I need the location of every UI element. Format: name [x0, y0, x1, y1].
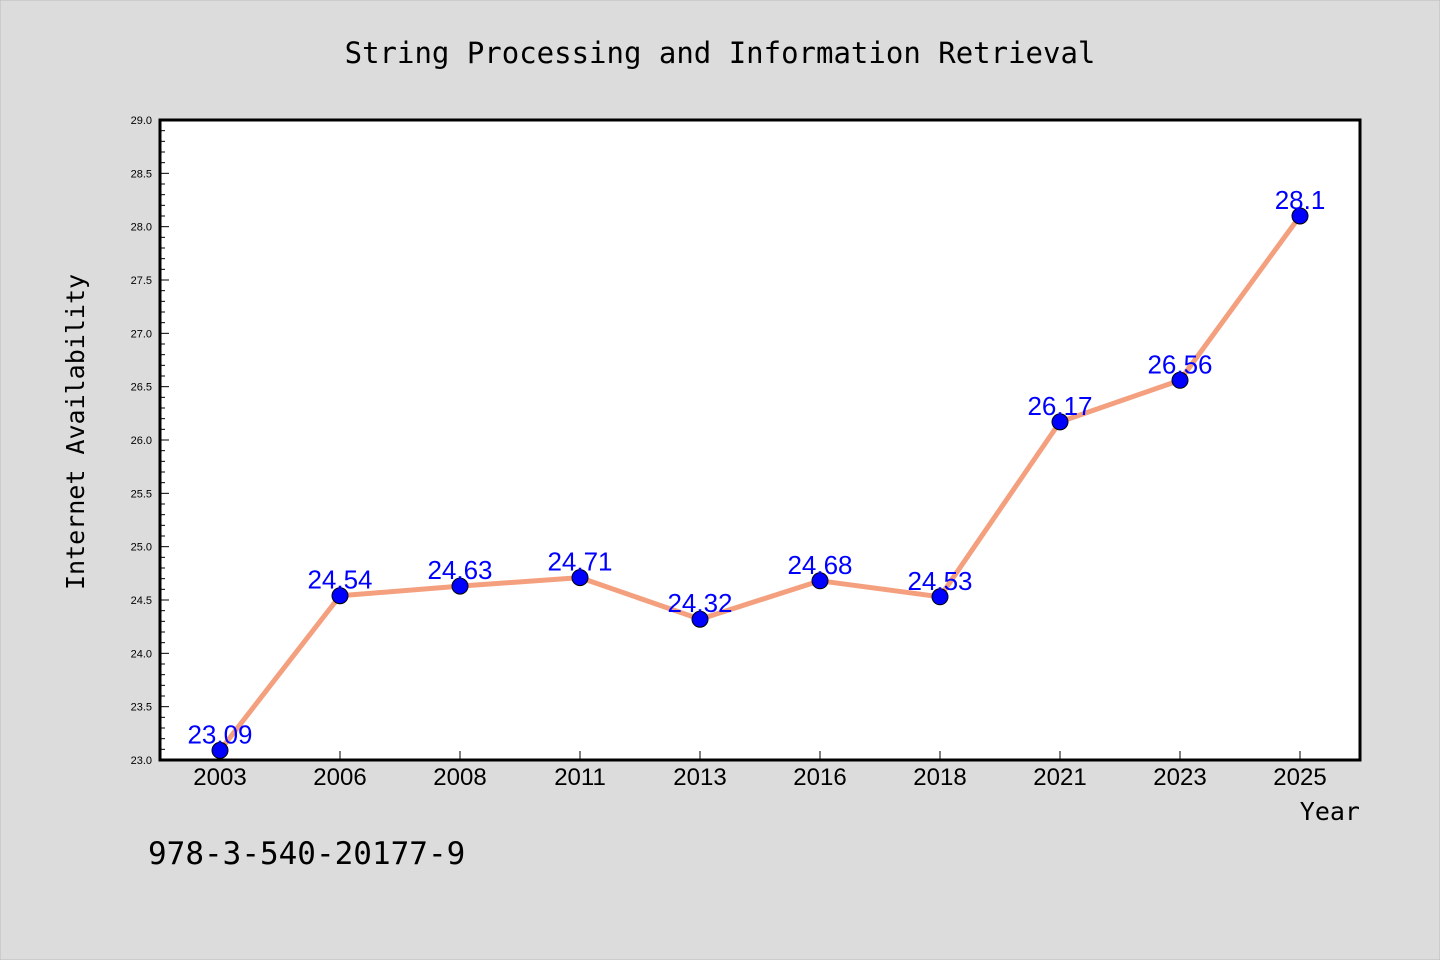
x-tick-label: 2008 [433, 764, 486, 791]
x-tick-label: 2023 [1153, 764, 1206, 791]
data-label: 24.53 [907, 566, 972, 596]
data-point [451, 577, 469, 595]
data-label: 26.56 [1147, 349, 1212, 379]
data-label: 23.09 [187, 719, 252, 749]
y-tick-label: 25.0 [131, 542, 152, 554]
data-label: 24.32 [667, 588, 732, 618]
x-tick-label: 2003 [193, 764, 246, 791]
series-layer: 23.09 24.54 24.63 24.71 24.32 24.68 24.53 26.17… [187, 185, 1326, 759]
x-axis: 2003 2006 2008 2011 2013 2016 2018 2021 2023 2025 [193, 751, 1327, 791]
data-point [331, 587, 349, 605]
y-tick-label: 29.0 [131, 115, 152, 127]
data-label: 24.71 [547, 547, 612, 577]
plot-area [158, 118, 1362, 762]
data-point [691, 610, 709, 628]
x-tick-label: 2018 [913, 764, 966, 791]
y-tick-label: 28.5 [131, 168, 152, 180]
data-point [1051, 413, 1069, 431]
data-point [1171, 371, 1189, 389]
y-tick-label: 25.5 [131, 488, 152, 500]
data-point [931, 588, 949, 606]
chart-title: String Processing and Information Retrie… [345, 36, 1096, 70]
y-tick-label: 27.5 [131, 275, 152, 287]
data-label: 24.68 [787, 550, 852, 580]
data-point [1291, 207, 1309, 225]
footnote-isbn: 978-3-540-20177-9 [148, 836, 465, 872]
x-tick-label: 2006 [313, 764, 366, 791]
x-tick-label: 2013 [673, 764, 726, 791]
y-tick-label: 24.0 [131, 648, 152, 660]
y-tick-label: 24.5 [131, 595, 152, 607]
y-tick-label: 26.0 [131, 435, 152, 447]
x-tick-label: 2011 [554, 764, 606, 791]
data-point [571, 569, 589, 587]
data-point [211, 741, 229, 759]
y-tick-label: 23.5 [131, 702, 152, 714]
data-point [811, 572, 829, 590]
x-axis-label: Year [1300, 797, 1360, 826]
x-tick-label: 2021 [1033, 764, 1086, 791]
data-label: 26.17 [1027, 391, 1092, 421]
y-axis: 23.0 23.5 24.0 24.5 25.0 25.5 26.0 26.5 27.0 27.5… [131, 115, 169, 767]
series-line [217, 213, 1303, 753]
x-tick-label: 2016 [793, 764, 846, 791]
y-tick-label: 26.5 [131, 382, 152, 394]
data-label: 28.1 [1275, 185, 1326, 215]
y-tick-label: 27.0 [131, 328, 152, 340]
x-tick-label: 2025 [1273, 764, 1326, 791]
y-axis-label: Internet Availability [61, 274, 90, 590]
y-tick-label: 23.0 [131, 755, 152, 767]
y-tick-label: 28.0 [131, 222, 152, 234]
data-label: 24.54 [307, 565, 372, 595]
data-label: 24.63 [427, 555, 492, 585]
